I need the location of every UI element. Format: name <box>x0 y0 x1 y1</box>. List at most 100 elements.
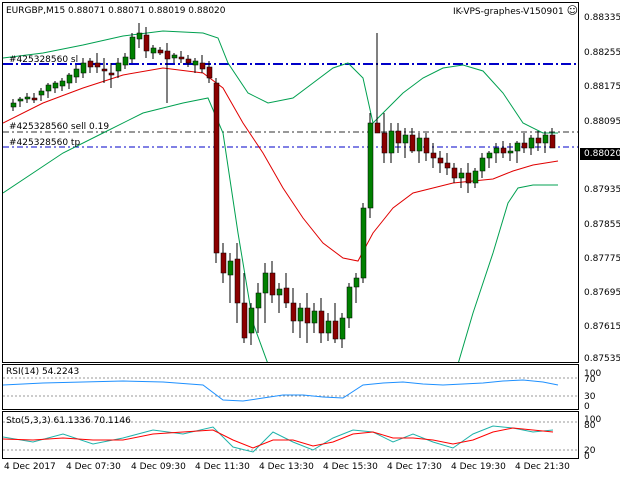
candle-body <box>73 68 80 78</box>
candle-body <box>535 137 542 144</box>
candle-body <box>241 302 248 339</box>
candle-body <box>101 68 108 72</box>
candle-body <box>52 82 59 89</box>
candle-body <box>45 84 52 92</box>
sto-level-label: 20 <box>584 446 596 456</box>
price-label: 0.87775 <box>584 254 620 264</box>
candle-body <box>374 122 381 134</box>
indicator-title: IK-VPS-graphes-V150901 <box>453 7 564 17</box>
candle-body <box>276 288 283 296</box>
rsi-canvas <box>3 377 578 402</box>
candle-body <box>31 97 38 101</box>
rsi-panel[interactable]: RSI(14) 54.2243 <box>2 364 579 410</box>
candle-body <box>395 130 402 144</box>
candle-body <box>360 207 367 279</box>
candle-body <box>493 147 500 154</box>
time-label: 4 Dec 09:30 <box>131 462 186 472</box>
rsi-level-label: 0 <box>584 402 590 412</box>
stochastic-canvas <box>3 421 578 453</box>
candle-body <box>178 56 185 60</box>
candle-body <box>80 62 87 74</box>
candle-body <box>136 32 143 40</box>
price-label: 0.87615 <box>584 322 620 332</box>
candle-body <box>234 258 241 304</box>
candle-body <box>108 72 115 76</box>
candle-body <box>500 147 507 154</box>
candle-body <box>206 66 213 79</box>
candle-body <box>353 277 360 288</box>
sto-level-label: 80 <box>584 421 596 431</box>
candle-body <box>171 54 178 59</box>
candle-body <box>38 90 45 96</box>
time-label: 4 Dec 2017 <box>4 462 56 472</box>
price-label: 0.87855 <box>584 220 620 230</box>
current-price-marker: 0.88020 <box>580 148 620 160</box>
stochastic-label: Sto(5,3,3) 61.1336 70.1146 <box>6 416 131 426</box>
candle-body <box>283 287 290 304</box>
rsi-level-label: 30 <box>584 392 596 402</box>
candle-body <box>458 172 465 179</box>
sto-level-label: 0 <box>584 452 590 462</box>
open-line-label: #425328560 sell 0.19 <box>9 122 110 132</box>
candle-body <box>311 310 318 324</box>
candle-body <box>262 272 269 294</box>
candle-body <box>465 172 472 184</box>
price-label: 0.88175 <box>584 82 620 92</box>
bollinger-upper-line <box>3 30 558 134</box>
candle-body <box>486 152 493 159</box>
stochastic-signal-line <box>3 427 554 449</box>
rsi-level-label: 70 <box>584 375 596 385</box>
price-label: 0.87535 <box>584 354 620 364</box>
symbol-info: EURGBP,M15 0.88071 0.88071 0.88019 0.880… <box>6 6 226 16</box>
candle-body <box>227 260 234 276</box>
rsi-level-label: 100 <box>584 369 602 379</box>
price-label: 0.87695 <box>584 288 620 298</box>
candle-body <box>402 134 409 144</box>
rsi-line <box>3 379 559 402</box>
stochastic-panel[interactable]: Sto(5,3,3) 61.1336 70.1146 <box>2 411 579 459</box>
candle-body <box>213 82 220 254</box>
time-label: 4 Dec 15:30 <box>323 462 378 472</box>
candle-body <box>423 137 430 154</box>
candle-body <box>290 302 297 322</box>
candle-body <box>192 60 199 66</box>
candle-body <box>479 157 486 172</box>
candle-body <box>451 167 458 179</box>
stochastic-main-line <box>3 425 554 453</box>
candle-body <box>472 170 479 184</box>
smiley-icon: ☺ <box>566 4 579 17</box>
time-label: 4 Dec 19:30 <box>451 462 506 472</box>
time-label: 4 Dec 11:30 <box>195 462 250 472</box>
candle-body <box>521 142 528 149</box>
candle-body <box>248 307 255 334</box>
candle-body <box>297 307 304 322</box>
candle-body <box>444 162 451 169</box>
sto-level-label: 100 <box>584 415 602 425</box>
candle-body <box>409 134 416 152</box>
candle-body <box>528 137 535 149</box>
rsi-label: RSI(14) 54.2243 <box>6 367 80 377</box>
candle-body <box>549 134 556 149</box>
time-label: 4 Dec 13:30 <box>259 462 314 472</box>
indicator-name: IK-VPS-graphes-V150901 ☺ <box>453 4 579 17</box>
candle-body <box>332 320 339 340</box>
candle-body <box>220 252 227 274</box>
candle-body <box>122 56 129 66</box>
tp-line-label: #425328560 tp <box>9 138 81 148</box>
candle-body <box>514 142 521 152</box>
candle-body <box>437 157 444 164</box>
price-chart-panel[interactable]: EURGBP,M15 0.88071 0.88071 0.88019 0.880… <box>2 2 579 363</box>
candle-body <box>164 50 171 60</box>
candle-body <box>325 320 332 334</box>
candle-body <box>87 60 94 68</box>
candle-body <box>388 130 395 154</box>
candle-body <box>157 49 164 54</box>
candle-body <box>507 150 514 154</box>
candle-body <box>199 62 206 70</box>
bollinger-lower-line <box>458 184 558 362</box>
price-chart-canvas[interactable] <box>3 3 579 363</box>
sl-line-label: #425328560 sl <box>9 55 79 65</box>
candle-body <box>430 152 437 159</box>
candle-body <box>416 137 423 152</box>
candle-body <box>66 74 73 84</box>
